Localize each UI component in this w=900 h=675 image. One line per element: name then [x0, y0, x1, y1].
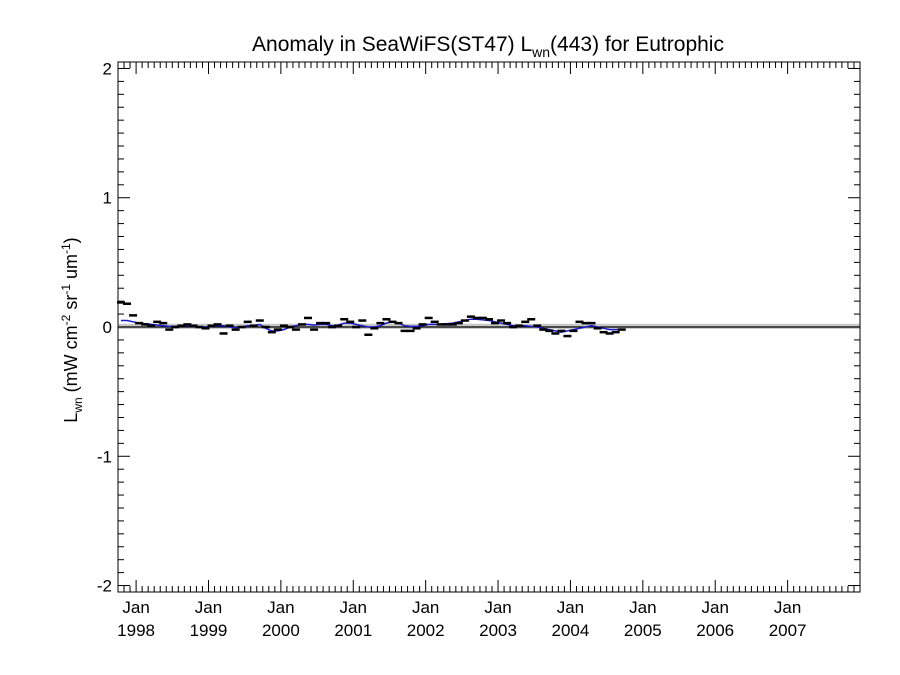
x-tick-label-month: Jan — [484, 598, 511, 617]
ylabel-main: L — [61, 413, 81, 423]
zero-band — [118, 323, 860, 329]
x-tick-label-year: 2003 — [479, 621, 517, 640]
ylabel-units-open: (mW cm — [61, 325, 81, 397]
ylabel-units-close: ) — [61, 237, 81, 243]
x-tick-label-year: 1999 — [190, 621, 228, 640]
ylabel-exp2: -1 — [59, 284, 73, 295]
chart-title: Anomaly in SeaWiFS(ST47) Lwn(443) for Eu… — [252, 33, 724, 60]
x-tick-label-month: Jan — [122, 598, 149, 617]
x-tick-label-year: 2001 — [334, 621, 372, 640]
title-prefix: Anomaly in SeaWiFS(ST47) L — [252, 33, 532, 56]
x-tick-label-year: 1998 — [117, 621, 155, 640]
x-tick-label-year: 2005 — [624, 621, 662, 640]
plot-area: -2 -1 0 1 2 Jan 1998 Jan 1999 Jan 2000 Jan 2001 Jan 20… — [97, 59, 861, 640]
running-mean-line — [121, 318, 622, 333]
x-tick-label-month: Jan — [267, 598, 294, 617]
x-tick-label-year: 2000 — [262, 621, 300, 640]
x-tick-label-month: Jan — [195, 598, 222, 617]
y-tick-label: -2 — [97, 577, 112, 596]
ylabel-exp1: -2 — [59, 314, 73, 325]
x-tick-label-month: Jan — [557, 598, 584, 617]
ylabel-exp3: -1 — [59, 243, 73, 254]
x-tick-label-year: 2004 — [552, 621, 590, 640]
title-suffix: (443) for Eutrophic — [550, 33, 724, 56]
y-tick-label: 1 — [103, 189, 112, 208]
ylabel-units-mid1: sr — [61, 295, 81, 315]
x-tick-label-year: 2002 — [407, 621, 445, 640]
ylabel-subscript: wn — [71, 397, 85, 413]
x-tick-label-month: Jan — [629, 598, 656, 617]
y-tick-label: 0 — [103, 318, 112, 337]
x-tick-label-month: Jan — [412, 598, 439, 617]
x-tick-label-month: Jan — [340, 598, 367, 617]
y-axis-label: Lwn (mW cm-2 sr-1 um-1) — [59, 237, 85, 422]
y-tick-label: 2 — [103, 59, 112, 78]
x-tick-label-year: 2006 — [696, 621, 734, 640]
y-tick-label: -1 — [97, 447, 112, 466]
x-tick-label-month: Jan — [774, 598, 801, 617]
x-tick-label-month: Jan — [702, 598, 729, 617]
title-subscript: wn — [531, 44, 550, 60]
x-tick-label-year: 2007 — [769, 621, 807, 640]
ylabel-units-mid2: um — [61, 254, 81, 284]
